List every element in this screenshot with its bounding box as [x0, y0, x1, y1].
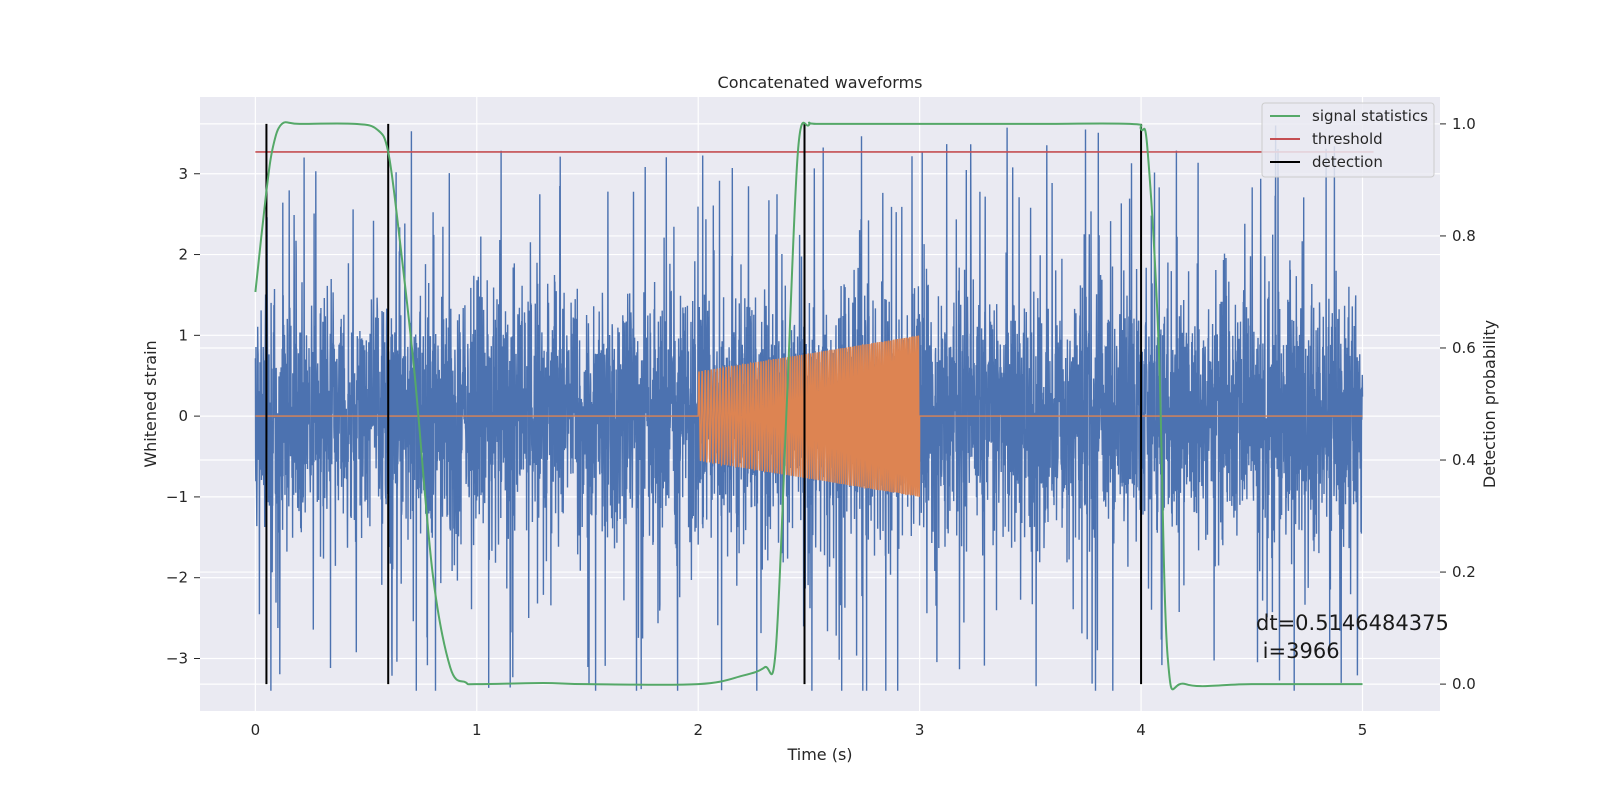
y-right-tick-label: 0.2: [1452, 563, 1476, 581]
legend: signal statistics threshold detection: [1261, 102, 1435, 178]
legend-label-detection: detection: [1312, 153, 1383, 171]
y-tick-label: 3: [178, 165, 188, 183]
annotation-dt: dt=0.5146484375: [1256, 611, 1449, 635]
y-tick-label: 2: [178, 246, 188, 264]
y-right-axis-label: Detection probability: [1480, 320, 1499, 488]
chart-title: Concatenated waveforms: [718, 73, 923, 92]
y-right-tick-label: 0.8: [1452, 227, 1476, 245]
x-tick-label: 4: [1136, 721, 1146, 739]
signal-statistics-line: [254, 121, 1363, 691]
legend-box: [1261, 102, 1435, 178]
y-right-tick-label: 0.6: [1452, 339, 1476, 357]
ticks: 0 1 2 3 4 5 −3 −2 −1 0 1 2 3 0.0 0.2 0.4 0.6 0.8 1.0: [166, 115, 1476, 739]
annotation-index: i=3966: [1256, 639, 1340, 663]
y-tick-label: −3: [166, 649, 188, 667]
legend-label-signal-statistics: signal statistics: [1312, 107, 1428, 125]
y-tick-label: 1: [178, 326, 188, 344]
x-tick-label: 2: [693, 721, 703, 739]
x-tick-label: 5: [1358, 721, 1368, 739]
y-tick-label: −2: [166, 569, 188, 587]
data-layer: [254, 121, 1374, 691]
x-tick-label: 1: [472, 721, 482, 739]
x-axis-label: Time (s): [786, 745, 852, 764]
injected-signal-trace: [255, 335, 1363, 497]
y-tick-label: 0: [178, 407, 188, 425]
legend-label-threshold: threshold: [1312, 130, 1383, 148]
x-tick-label: 0: [251, 721, 261, 739]
x-tick-label: 3: [915, 721, 925, 739]
y-axis-label: Whitened strain: [141, 340, 160, 467]
y-tick-label: −1: [166, 488, 188, 506]
y-right-tick-label: 0.0: [1452, 675, 1476, 693]
y-right-tick-label: 0.4: [1452, 451, 1476, 469]
y-right-tick-label: 1.0: [1452, 115, 1476, 133]
